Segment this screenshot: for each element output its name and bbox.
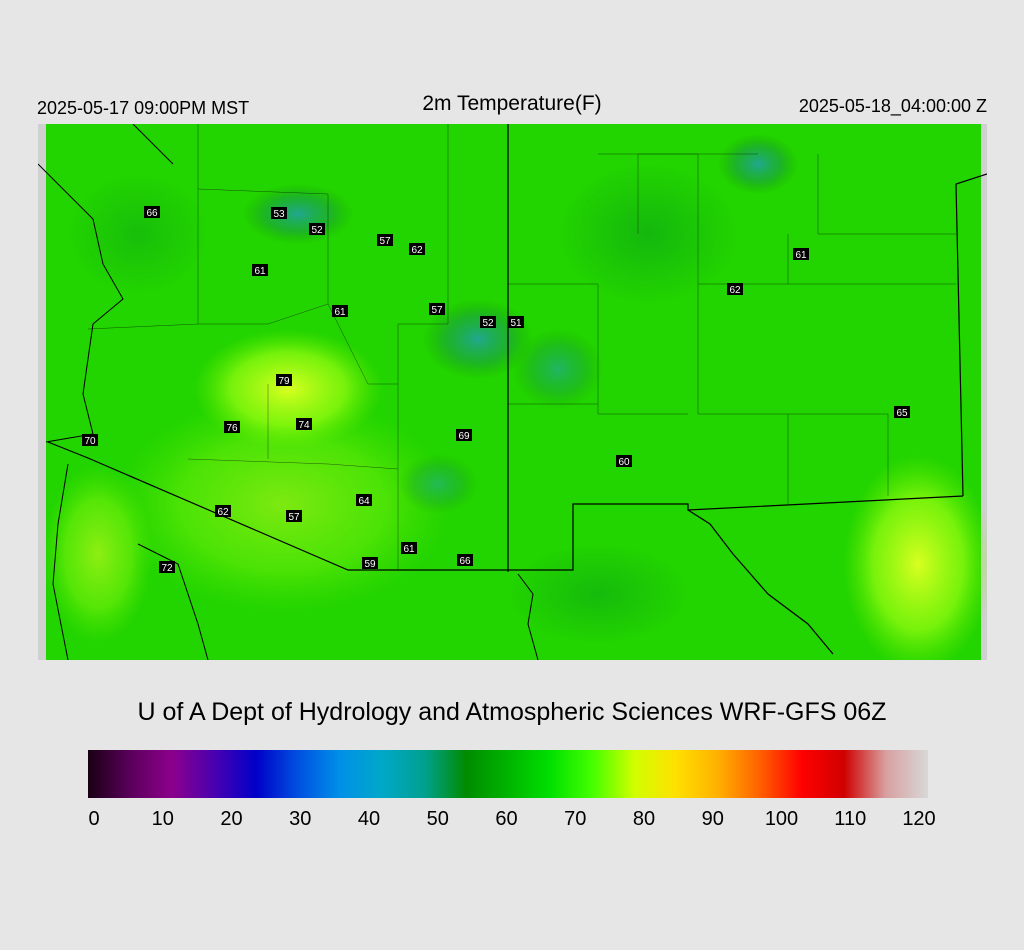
color-bar [88,750,928,798]
az-mexico-border [47,441,964,571]
station-label: 69 [456,429,472,442]
cool-area [508,544,688,644]
station-value: 66 [146,208,158,219]
valid-local-time: 2025-05-17 09:00PM MST [37,98,250,118]
station-value: 53 [273,209,285,220]
color-bar-tick-label: 50 [426,808,449,830]
station-label: 65 [894,406,910,419]
station-label: 70 [82,434,98,447]
station-label: 52 [309,223,325,236]
station-label: 64 [356,494,372,507]
station-value: 61 [334,307,346,318]
station-label: 61 [332,305,348,318]
texas-border [687,509,834,655]
station-label: 57 [286,510,302,523]
color-bar-tick-label: 30 [289,808,312,830]
station-label: 61 [793,248,809,261]
station-label: 61 [401,542,417,555]
station-value: 60 [618,457,630,468]
color-bar-tick-label: 0 [88,808,100,830]
station-label: 61 [252,264,268,277]
station-value: 52 [311,225,323,236]
station-value: 64 [358,496,370,507]
color-bar-tick-label: 10 [151,808,174,830]
station-label: 66 [457,554,473,567]
station-value: 57 [379,236,391,247]
station-value: 62 [411,245,423,256]
state-borders [47,124,987,655]
color-bar-tick-label: 60 [495,808,518,830]
station-value: 52 [482,318,494,329]
station-value: 62 [217,507,229,518]
station-label: 66 [144,206,160,219]
nm-texas-border [955,173,987,497]
station-label: 62 [215,505,231,518]
color-bar-tick-label: 120 [902,808,936,830]
valid-utc-time: 2025-05-18_04:00:00 Z [798,96,987,116]
color-bar-ticks: 0 10 20 30 40 50 60 70 80 90 100 110 120 [0,808,1024,838]
station-label: 76 [224,421,240,434]
station-label: 62 [409,243,425,256]
cool-area [423,299,533,379]
station-label: 57 [429,303,445,316]
station-label: 60 [616,455,632,468]
station-value: 51 [510,318,522,329]
cool-area [558,164,738,304]
temperature-map: 66 53 52 57 62 61 61 57 52 51 79 76 74 69 70 62 57 64 61 59… [38,124,987,660]
station-label: 59 [362,557,378,570]
station-label: 74 [296,418,312,431]
station-value: 69 [458,431,470,442]
color-bar-tick-label: 20 [220,808,243,830]
cool-area [513,329,603,409]
river-lines [38,124,539,660]
station-labels: 66 53 52 57 62 61 61 57 52 51 79 76 74 69 70 62 57 64 61 59… [82,206,910,574]
station-value: 57 [288,512,300,523]
station-value: 61 [795,250,807,261]
station-value: 59 [364,559,376,570]
warm-area [843,454,987,660]
station-value: 66 [459,556,471,567]
color-bar-tick-label: 90 [701,808,724,830]
station-value: 79 [278,376,290,387]
station-label: 51 [508,316,524,329]
station-label: 79 [276,374,292,387]
station-label: 52 [480,316,496,329]
station-label: 72 [159,561,175,574]
station-value: 70 [84,436,96,447]
station-label: 62 [727,283,743,296]
color-bar-tick-label: 70 [564,808,587,830]
cool-area [718,134,798,194]
warm-area [193,329,383,449]
station-label: 57 [377,234,393,247]
station-value: 62 [729,285,741,296]
county-lines [87,124,956,569]
station-value: 76 [226,423,238,434]
cool-area [243,184,353,244]
color-bar-tick-label: 110 [834,808,867,830]
station-value: 74 [298,420,310,431]
credit-line: U of A Dept of Hydrology and Atmospheric… [137,698,887,726]
station-value: 61 [403,544,415,555]
station-value: 65 [896,408,908,419]
warm-area [43,464,153,644]
station-value: 57 [431,305,443,316]
cool-area [68,174,208,294]
map-title: 2m Temperature(F) [422,92,602,115]
color-bar-tick-label: 80 [632,808,656,830]
color-bar-tick-label: 100 [764,808,799,830]
color-bar-tick-label: 40 [357,808,381,830]
station-value: 61 [254,266,266,277]
cool-area [398,454,478,514]
station-value: 72 [161,563,173,574]
color-bar-fill [88,750,928,798]
station-label: 53 [271,207,287,220]
